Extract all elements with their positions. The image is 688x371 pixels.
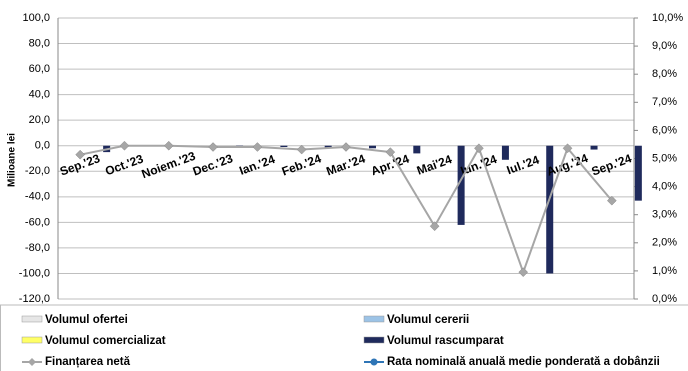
legend-marker (28, 358, 36, 366)
y2-tick-label: 9,0% (652, 40, 677, 52)
marker (252, 142, 263, 152)
y-tick-label: -60,0 (25, 216, 50, 228)
legend-marker (370, 358, 378, 366)
y2-tick-label: 1,0% (652, 265, 677, 277)
legend-swatch (363, 315, 385, 323)
y-tick-label: -80,0 (25, 242, 50, 254)
y-tick-label: 80,0 (29, 37, 50, 49)
y2-tick-label: 5,0% (652, 152, 677, 164)
marker (385, 147, 396, 157)
y2-tick-label: 0,0% (652, 293, 677, 305)
bar (324, 145, 332, 149)
bar (280, 145, 288, 148)
y-tick-label: 0,0 (35, 140, 50, 152)
y-tick-label: -40,0 (25, 191, 50, 203)
legend-swatch (21, 336, 43, 344)
legend-swatch (363, 336, 385, 344)
x-tick-label: Ian.'24 (237, 152, 277, 178)
marker (474, 143, 484, 154)
marker (75, 149, 86, 160)
x-tick-label: Noiem.'23 (140, 149, 198, 181)
marker (296, 144, 307, 155)
y-tick-label: -20,0 (25, 165, 50, 177)
legend-label: Finanțarea netă (45, 356, 131, 368)
y2-tick-label: 4,0% (652, 181, 677, 193)
y2-tick-label: 3,0% (652, 209, 677, 221)
bar (369, 145, 376, 149)
legend-box (0, 304, 688, 371)
x-tick-label: Iul.'24 (505, 153, 542, 178)
marker (208, 142, 218, 152)
legend-swatch (21, 315, 43, 323)
bar (413, 145, 421, 154)
x-tick-label: Oct.'23 (103, 151, 145, 178)
y-tick-label: -100,0 (19, 267, 50, 279)
marker (518, 267, 529, 278)
legend-label: Rata nominală anuală medie ponderată a d… (387, 356, 660, 368)
x-tick-label: Mar.'24 (324, 151, 367, 178)
marker (341, 142, 351, 152)
x-tick-label: Sep.'24 (590, 151, 634, 178)
marker (562, 143, 573, 154)
legend-label: Volumul ofertei (45, 314, 128, 326)
bar (590, 145, 598, 150)
marker (163, 140, 174, 151)
marker (429, 221, 440, 232)
y-tick-label: 100,0 (22, 12, 50, 24)
y-tick-label: -120,0 (19, 293, 50, 305)
bar (546, 145, 554, 274)
y2-tick-label: 8,0% (652, 68, 677, 80)
y-tick-label: 60,0 (29, 63, 50, 75)
y2-tick-label: 7,0% (652, 96, 677, 108)
legend-label: Volumul comercializat (45, 335, 166, 347)
y-axis-label: Milioane lei (7, 133, 18, 187)
legend-label: Volumul cererii (387, 314, 469, 326)
x-tick-label: Mai'24 (415, 152, 454, 178)
y-tick-label: 40,0 (29, 89, 50, 101)
y2-tick-label: 6,0% (652, 124, 677, 136)
marker (119, 140, 130, 151)
x-tick-label: Feb.'24 (280, 151, 323, 178)
bar (634, 145, 642, 201)
marker (606, 195, 617, 206)
y-tick-label: 20,0 (29, 114, 50, 126)
y2-tick-label: 10,0% (652, 12, 683, 24)
y2-tick-label: 2,0% (652, 237, 677, 249)
x-tick-label: Dec.'23 (191, 151, 235, 178)
bar (501, 145, 509, 160)
legend-label: Volumul rascumparat (387, 335, 504, 347)
bar (457, 145, 465, 225)
